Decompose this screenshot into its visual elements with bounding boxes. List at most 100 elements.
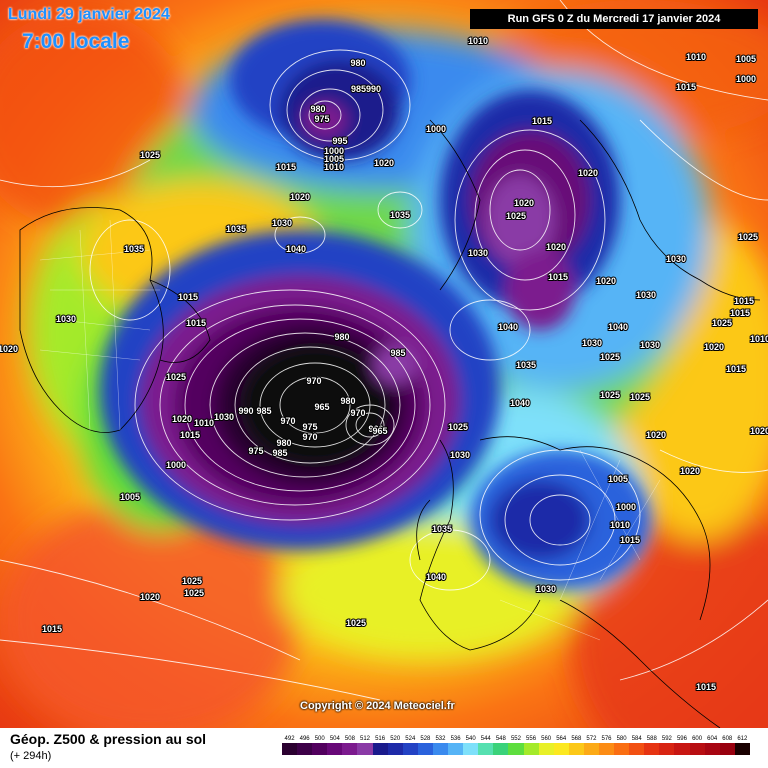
pressure-label: 980 — [276, 438, 291, 448]
legend-value: 588 — [646, 736, 657, 742]
pressure-label: 1010 — [686, 52, 706, 62]
legend-swatch — [719, 743, 735, 755]
pressure-label: 1020 — [140, 592, 160, 602]
pressure-label: 1015 — [696, 682, 716, 692]
pressure-label: 1040 — [510, 398, 530, 408]
legend-value: 552 — [510, 736, 521, 742]
legend-swatch — [402, 743, 418, 755]
legend-value: 592 — [661, 736, 672, 742]
pressure-label: 980 — [350, 58, 365, 68]
pressure-label: 1030 — [536, 584, 556, 594]
pressure-label: 1035 — [390, 210, 410, 220]
pressure-label: 1010 — [194, 418, 214, 428]
legend-swatch — [674, 743, 690, 755]
pressure-label: 1025 — [600, 352, 620, 362]
pressure-label: 1035 — [226, 224, 246, 234]
pressure-label: 990 — [238, 406, 253, 416]
pressure-label: 970 — [280, 416, 295, 426]
pressure-label: 1020 — [290, 192, 310, 202]
pressure-label: 1025 — [184, 588, 204, 598]
pressure-label: 1015 — [726, 364, 746, 374]
legend-swatch — [312, 743, 328, 755]
political-borders — [39, 219, 661, 641]
map-title: Géop. Z500 & pression au sol — [10, 731, 207, 747]
pressure-label: 1015 — [620, 535, 640, 545]
pressure-label: 975 — [248, 446, 263, 456]
legend-value: 544 — [480, 736, 491, 742]
coastlines — [19, 119, 761, 728]
pressure-label: 1030 — [636, 290, 656, 300]
pressure-label: 1035 — [124, 244, 144, 254]
pressure-label: 1010 — [468, 36, 488, 46]
legend-value: 536 — [450, 736, 461, 742]
pressure-label: 1000 — [736, 74, 756, 84]
legend-swatch — [538, 743, 554, 755]
pressure-label: 1005 — [324, 154, 344, 164]
pressure-label: 970 — [302, 432, 317, 442]
legend-swatch — [417, 743, 433, 755]
legend-swatch — [583, 743, 599, 755]
pressure-label: 975 — [314, 114, 329, 124]
pressure-label: 1040 — [286, 244, 306, 254]
pressure-label: 1000 — [324, 146, 344, 156]
pressure-label: 1015 — [730, 308, 750, 318]
pressure-label: 1035 — [432, 524, 452, 534]
pressure-label: 985990 — [351, 84, 381, 94]
pressure-label: 1030 — [582, 338, 602, 348]
legend-swatch — [644, 743, 660, 755]
pressure-label: 995 — [332, 136, 347, 146]
forecast-time: 7:00 locale — [22, 30, 130, 53]
pressure-label: 1015 — [186, 318, 206, 328]
legend-value: 608 — [722, 736, 733, 742]
legend-value: 548 — [495, 736, 506, 742]
pressure-label: 1030 — [272, 218, 292, 228]
legend-swatch — [448, 743, 464, 755]
pressure-label: 1020 — [680, 466, 700, 476]
legend-swatch — [523, 743, 539, 755]
pressure-label: 985 — [256, 406, 271, 416]
pressure-label: 1010 — [610, 520, 630, 530]
pressure-label: 1030 — [56, 314, 76, 324]
forecast-date: Lundi 29 janvier 2024 — [8, 6, 170, 23]
legend-value: 568 — [571, 736, 582, 742]
legend-value: 576 — [601, 736, 612, 742]
pressure-label: 980 — [340, 396, 355, 406]
pressure-label: 1030 — [666, 254, 686, 264]
pressure-label: 1020 — [704, 342, 724, 352]
pressure-label: 1020 — [578, 168, 598, 178]
pressure-label: 1015 — [676, 82, 696, 92]
pressure-label: 960 — [368, 424, 383, 434]
pressure-label: 1020 — [0, 344, 18, 354]
pressure-label: 1030 — [640, 340, 660, 350]
pressure-label: 1040 — [426, 572, 446, 582]
color-legend: 492 496 500 504 508 512 516 520 524 528 532 536 540 5… — [282, 736, 750, 755]
legend-swatch — [553, 743, 569, 755]
legend-value: 532 — [435, 736, 446, 742]
legend-swatch — [508, 743, 524, 755]
legend-labels: 492 496 500 504 508 512 516 520 524 528 532 536 540 5… — [282, 736, 750, 742]
legend-swatch — [327, 743, 343, 755]
pressure-label: 1015 — [42, 624, 62, 634]
pressure-label: 985 — [272, 448, 287, 458]
legend-swatch — [659, 743, 675, 755]
legend-value: 540 — [465, 736, 476, 742]
legend-value: 520 — [390, 736, 401, 742]
pressure-label: 1025 — [166, 372, 186, 382]
pressure-label: 1015 — [276, 162, 296, 172]
pressure-label: 1015 — [180, 430, 200, 440]
pressure-label: 1020 — [646, 430, 666, 440]
legend-bar — [282, 743, 750, 755]
pressure-label: 1025 — [140, 150, 160, 160]
legend-swatch — [432, 743, 449, 755]
legend-swatch — [704, 743, 720, 755]
pressure-label: 1020 — [374, 158, 394, 168]
pressure-label: 965 — [314, 402, 329, 412]
isobars — [0, 0, 768, 700]
legend-value: 524 — [405, 736, 416, 742]
legend-swatch — [372, 743, 388, 755]
legend-swatch — [463, 743, 479, 755]
legend-value: 584 — [631, 736, 642, 742]
pressure-label: 1035 — [516, 360, 536, 370]
pressure-label: 1025 — [448, 422, 468, 432]
